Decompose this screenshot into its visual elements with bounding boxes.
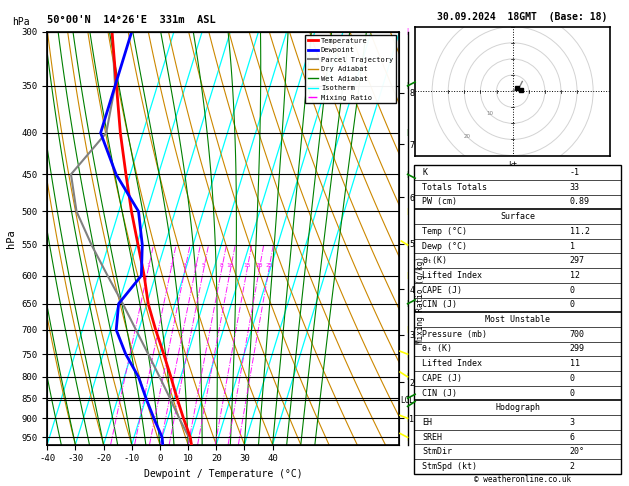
Text: |: | bbox=[406, 350, 409, 358]
Text: 15: 15 bbox=[243, 262, 251, 268]
Text: Lifted Index: Lifted Index bbox=[422, 359, 482, 368]
Text: hPa: hPa bbox=[12, 17, 30, 27]
Text: θₜ(K): θₜ(K) bbox=[422, 256, 447, 265]
Text: Pressure (mb): Pressure (mb) bbox=[422, 330, 487, 339]
Text: 11.2: 11.2 bbox=[570, 227, 589, 236]
Text: 12: 12 bbox=[570, 271, 579, 280]
Text: 50°00'N  14°26'E  331m  ASL: 50°00'N 14°26'E 331m ASL bbox=[47, 16, 216, 25]
Text: 1: 1 bbox=[570, 242, 574, 251]
Text: |: | bbox=[406, 208, 409, 215]
Text: |: | bbox=[406, 171, 409, 178]
Text: θₜ (K): θₜ (K) bbox=[422, 345, 452, 353]
Text: |: | bbox=[406, 300, 409, 307]
Text: Surface: Surface bbox=[500, 212, 535, 221]
Text: 0: 0 bbox=[570, 374, 574, 383]
Text: StmSpd (kt): StmSpd (kt) bbox=[422, 462, 477, 471]
Text: 700: 700 bbox=[570, 330, 584, 339]
Text: |: | bbox=[406, 272, 409, 279]
Y-axis label: hPa: hPa bbox=[6, 229, 16, 247]
Text: |: | bbox=[406, 373, 409, 381]
Text: CIN (J): CIN (J) bbox=[422, 300, 457, 310]
Text: |: | bbox=[406, 82, 409, 89]
Text: Mixing Ratio (g/kg): Mixing Ratio (g/kg) bbox=[416, 256, 425, 344]
Text: |: | bbox=[406, 434, 409, 441]
Text: 0: 0 bbox=[570, 388, 574, 398]
Text: 11: 11 bbox=[570, 359, 579, 368]
Text: 4: 4 bbox=[194, 262, 198, 268]
Text: 3: 3 bbox=[183, 262, 187, 268]
Text: 0: 0 bbox=[570, 286, 574, 295]
Text: 8: 8 bbox=[220, 262, 223, 268]
Text: K: K bbox=[422, 168, 427, 177]
Text: |: | bbox=[406, 415, 409, 422]
Text: |: | bbox=[406, 28, 409, 35]
Text: |: | bbox=[406, 242, 409, 248]
Text: |: | bbox=[406, 129, 409, 137]
Text: 5: 5 bbox=[202, 262, 206, 268]
Text: Lifted Index: Lifted Index bbox=[422, 271, 482, 280]
Text: StmDir: StmDir bbox=[422, 447, 452, 456]
Text: CAPE (J): CAPE (J) bbox=[422, 286, 462, 295]
Text: 299: 299 bbox=[570, 345, 584, 353]
Text: 3: 3 bbox=[570, 418, 574, 427]
Text: Most Unstable: Most Unstable bbox=[485, 315, 550, 324]
X-axis label: Dewpoint / Temperature (°C): Dewpoint / Temperature (°C) bbox=[144, 469, 303, 479]
Text: 20: 20 bbox=[464, 134, 471, 139]
Text: LCL: LCL bbox=[401, 396, 415, 405]
Text: 30.09.2024  18GMT  (Base: 18): 30.09.2024 18GMT (Base: 18) bbox=[437, 12, 607, 22]
Text: 2: 2 bbox=[570, 462, 574, 471]
Text: CAPE (J): CAPE (J) bbox=[422, 374, 462, 383]
Text: CIN (J): CIN (J) bbox=[422, 388, 457, 398]
Text: 6: 6 bbox=[570, 433, 574, 442]
Text: 10: 10 bbox=[487, 111, 494, 116]
Text: 20°: 20° bbox=[570, 447, 584, 456]
Text: Dewp (°C): Dewp (°C) bbox=[422, 242, 467, 251]
Text: 297: 297 bbox=[570, 256, 584, 265]
Text: Hodograph: Hodograph bbox=[495, 403, 540, 412]
Text: EH: EH bbox=[422, 418, 432, 427]
Text: |: | bbox=[406, 327, 409, 333]
Text: 10: 10 bbox=[226, 262, 234, 268]
Y-axis label: km
ASL: km ASL bbox=[423, 219, 439, 238]
Text: © weatheronline.co.uk: © weatheronline.co.uk bbox=[474, 474, 571, 484]
Text: SREH: SREH bbox=[422, 433, 442, 442]
Text: 0.89: 0.89 bbox=[570, 197, 589, 207]
Text: 1: 1 bbox=[146, 262, 150, 268]
Text: 25: 25 bbox=[265, 262, 272, 268]
X-axis label: kt: kt bbox=[508, 161, 517, 170]
Text: 33: 33 bbox=[570, 183, 579, 192]
Text: Temp (°C): Temp (°C) bbox=[422, 227, 467, 236]
Text: 0: 0 bbox=[570, 300, 574, 310]
Text: 20: 20 bbox=[255, 262, 263, 268]
Text: PW (cm): PW (cm) bbox=[422, 197, 457, 207]
Text: 2: 2 bbox=[169, 262, 173, 268]
Text: Totals Totals: Totals Totals bbox=[422, 183, 487, 192]
Legend: Temperature, Dewpoint, Parcel Trajectory, Dry Adiabat, Wet Adiabat, Isotherm, Mi: Temperature, Dewpoint, Parcel Trajectory… bbox=[305, 35, 396, 104]
Text: -1: -1 bbox=[570, 168, 579, 177]
Text: |: | bbox=[406, 395, 409, 402]
